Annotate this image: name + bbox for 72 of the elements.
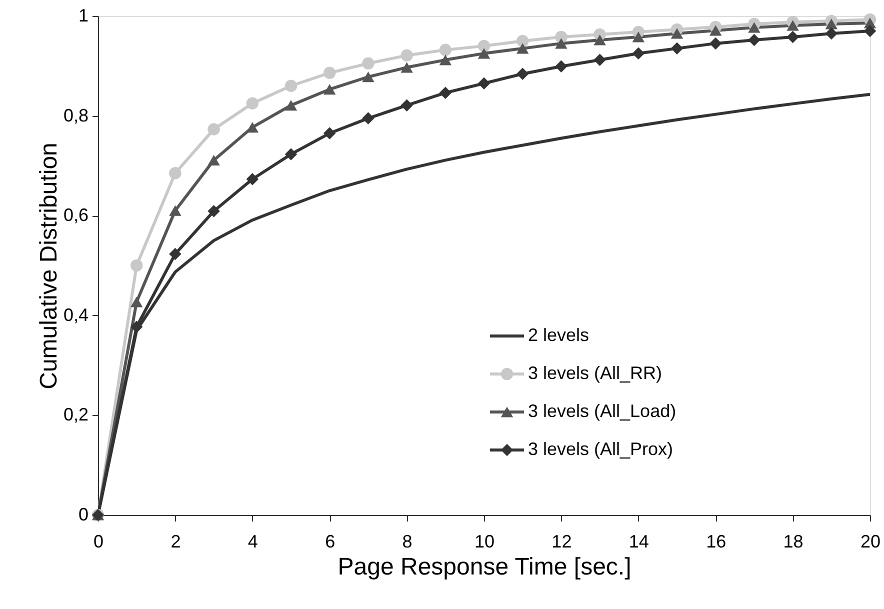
point <box>632 32 645 42</box>
point <box>169 167 182 180</box>
x-tick-label: 8 <box>402 532 412 552</box>
x-tick-label: 10 <box>474 532 495 552</box>
point <box>130 296 143 308</box>
point <box>130 259 143 272</box>
point <box>516 34 529 48</box>
legend-label: 3 levels (All_RR) <box>528 363 662 383</box>
point <box>478 48 490 59</box>
point <box>208 123 220 136</box>
point <box>362 112 374 124</box>
point <box>439 54 452 66</box>
x-tick-label: 14 <box>628 532 649 552</box>
point <box>594 54 606 66</box>
point <box>825 27 838 40</box>
point <box>709 25 722 36</box>
x-axis-title: Page Response Time [sec.] <box>338 554 632 580</box>
y-tick-label: 0,4 <box>63 304 88 325</box>
point <box>169 248 182 260</box>
y-tick-label: 0,6 <box>63 205 88 226</box>
y-axis-title: Cumulative Distribution <box>35 142 62 390</box>
y-tick-label: 0 <box>78 504 88 524</box>
point <box>670 42 684 55</box>
point <box>246 97 259 110</box>
point <box>516 43 529 54</box>
point <box>632 47 645 60</box>
point <box>323 84 336 95</box>
point <box>478 40 490 52</box>
y-tick-label: 1 <box>78 6 88 26</box>
point <box>208 154 220 166</box>
legend-label: 3 levels (All_Prox) <box>528 439 674 459</box>
point <box>516 68 529 80</box>
point <box>246 173 259 186</box>
point <box>786 20 799 31</box>
point <box>323 66 336 79</box>
x-tick-label: 6 <box>325 532 336 552</box>
point <box>709 37 722 50</box>
point <box>670 28 684 39</box>
point <box>786 30 799 44</box>
point <box>825 18 838 30</box>
point <box>284 148 298 160</box>
point <box>400 49 413 62</box>
point <box>594 34 606 46</box>
point <box>439 86 452 99</box>
point <box>284 80 298 92</box>
point <box>169 205 182 216</box>
point <box>362 57 374 70</box>
x-tick-label: 20 <box>860 532 881 552</box>
point <box>400 99 413 112</box>
point <box>439 44 452 56</box>
x-tick-label: 2 <box>170 532 181 552</box>
point <box>208 204 220 218</box>
point <box>400 62 413 73</box>
point <box>555 60 568 73</box>
x-tick-label: 12 <box>552 532 572 552</box>
x-tick-label: 16 <box>706 532 726 552</box>
x-tick-label: 4 <box>248 532 258 552</box>
x-tick-label: 0 <box>93 532 104 552</box>
x-tick-label: 18 <box>783 532 804 552</box>
y-tick-label: 0,8 <box>63 105 88 126</box>
y-tick-label: 0,2 <box>63 404 88 425</box>
point <box>555 38 568 49</box>
point <box>130 320 143 333</box>
point <box>864 24 876 38</box>
point <box>748 34 760 46</box>
point <box>284 100 298 111</box>
legend-label: 3 levels (All_Load) <box>528 401 676 421</box>
point <box>748 22 760 33</box>
point <box>478 77 490 90</box>
point <box>323 127 336 140</box>
point <box>362 72 374 82</box>
legend-label: 2 levels <box>528 325 590 345</box>
